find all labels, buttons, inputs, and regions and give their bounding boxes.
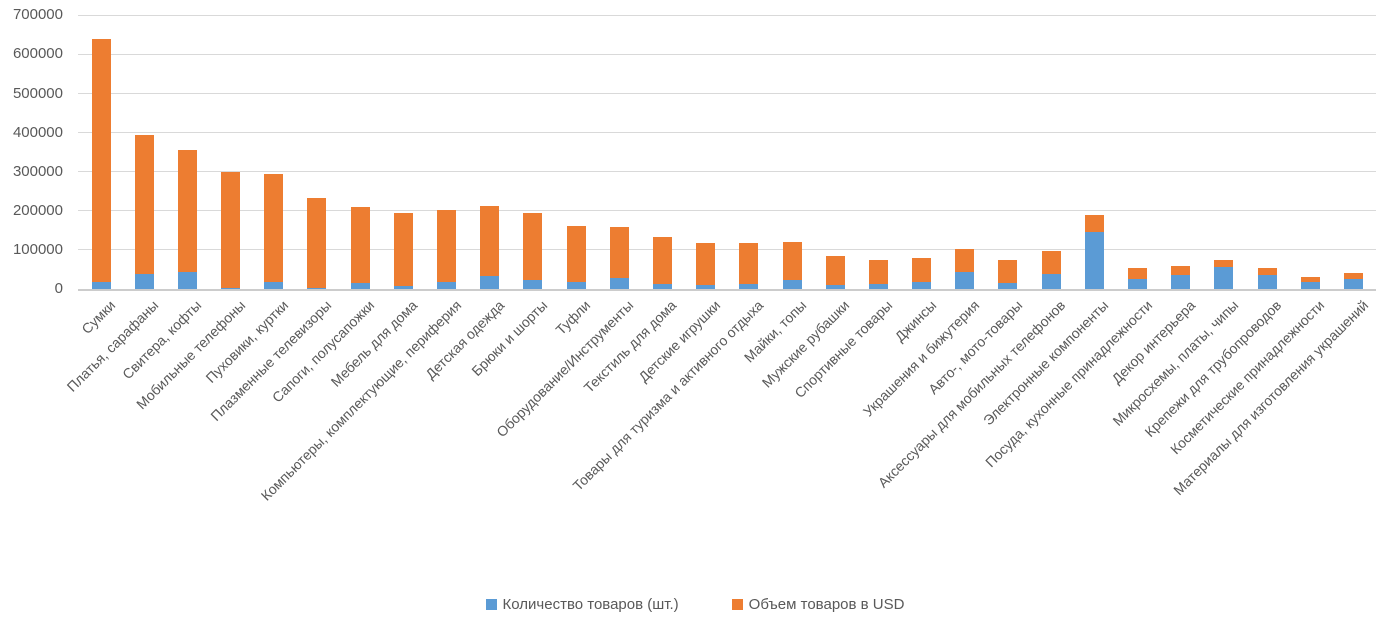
bar-segment-count[interactable] (696, 284, 716, 289)
legend: Количество товаров (шт.) Объем товаров в … (0, 596, 1390, 613)
bar-segment-usd[interactable] (868, 260, 888, 285)
bar-segment-usd[interactable] (307, 197, 327, 289)
bar-segment-usd[interactable] (177, 150, 197, 273)
legend-item-label: Объем товаров в USD (748, 596, 905, 613)
gridline (78, 132, 1376, 134)
legend-color-swatch (485, 599, 497, 610)
bar-segment-usd[interactable] (523, 212, 543, 280)
gridline (78, 14, 1376, 16)
gridline (78, 210, 1376, 212)
y-axis-tick-label: 0 (54, 280, 63, 297)
y-axis-tick-label: 100000 (12, 240, 63, 258)
bar-segment-usd[interactable] (825, 255, 845, 286)
y-axis-tick-label: 600000 (12, 45, 63, 63)
bar-segment-usd[interactable] (566, 226, 586, 282)
bar-segment-count[interactable] (825, 285, 845, 289)
bar-segment-usd[interactable] (1041, 251, 1061, 275)
bar-segment-count[interactable] (1257, 275, 1277, 289)
bar-segment-count[interactable] (1300, 282, 1320, 289)
gridline (78, 249, 1376, 251)
bar-segment-count[interactable] (480, 275, 500, 289)
gridline (78, 93, 1376, 94)
bar-segment-usd[interactable] (1257, 268, 1277, 276)
bar-segment-usd[interactable] (739, 242, 759, 284)
bar-segment-usd[interactable] (1214, 259, 1234, 268)
bar-segment-count[interactable] (393, 286, 413, 289)
y-axis-tick-label: 700000 (12, 6, 63, 24)
bar-segment-count[interactable] (437, 281, 457, 289)
bar-segment-count[interactable] (739, 283, 759, 289)
bar-segment-count[interactable] (264, 281, 284, 289)
bar-segment-count[interactable] (1344, 279, 1363, 289)
bar-segment-usd[interactable] (1171, 265, 1191, 276)
bar-segment-count[interactable] (955, 272, 975, 289)
x-axis-category-label: Сумки (78, 297, 119, 337)
gridline (78, 171, 1376, 173)
bar-segment-count[interactable] (134, 274, 154, 289)
bar-segment-count[interactable] (1084, 232, 1104, 289)
gridline (78, 53, 1376, 55)
bar-segment-usd[interactable] (1128, 267, 1148, 279)
legend-color-swatch (731, 599, 743, 610)
bar-segment-count[interactable] (998, 282, 1018, 289)
legend-item-count[interactable]: Количество товаров (шт.) (485, 596, 679, 613)
bar-segment-count[interactable] (609, 277, 629, 289)
bar-segment-count[interactable] (652, 283, 672, 289)
bar-segment-usd[interactable] (91, 38, 111, 282)
bar-segment-usd[interactable] (221, 171, 241, 289)
bar-segment-count[interactable] (177, 272, 197, 289)
bar-segment-usd[interactable] (350, 206, 370, 283)
bar-segment-usd[interactable] (480, 206, 500, 276)
bar-segment-usd[interactable] (782, 241, 802, 280)
bar-segment-usd[interactable] (393, 212, 413, 287)
bar-segment-usd[interactable] (696, 242, 716, 285)
bar-segment-usd[interactable] (652, 236, 672, 284)
bar-segment-count[interactable] (1171, 275, 1191, 289)
bar-segment-usd[interactable] (609, 227, 629, 278)
bar-segment-usd[interactable] (912, 258, 932, 282)
bar-segment-usd[interactable] (1344, 273, 1363, 280)
y-axis-tick-label: 500000 (12, 84, 63, 102)
bar-segment-usd[interactable] (1084, 214, 1104, 233)
legend-item-label: Количество товаров (шт.) (502, 596, 679, 613)
bar-segment-usd[interactable] (437, 210, 457, 282)
x-axis-line (78, 288, 1376, 291)
bar-segment-count[interactable] (1128, 278, 1148, 289)
bar-segment-usd[interactable] (1300, 276, 1320, 283)
bar-segment-usd[interactable] (134, 135, 154, 275)
bar-segment-count[interactable] (782, 279, 802, 289)
bar-segment-usd[interactable] (998, 260, 1018, 283)
bar-segment-count[interactable] (1041, 274, 1061, 289)
legend-item-usd[interactable]: Объем товаров в USD (731, 596, 905, 613)
bar-segment-usd[interactable] (955, 249, 975, 273)
bar-segment-count[interactable] (91, 281, 111, 289)
bar-segment-usd[interactable] (264, 173, 284, 282)
bar-segment-count[interactable] (566, 281, 586, 289)
bar-segment-count[interactable] (523, 280, 543, 289)
bar-segment-count[interactable] (1214, 267, 1234, 289)
bar-segment-count[interactable] (868, 284, 888, 289)
bar-segment-count[interactable] (350, 282, 370, 289)
y-axis-tick-label: 300000 (12, 162, 63, 180)
y-axis-tick-label: 200000 (12, 201, 63, 219)
y-axis-tick-label: 400000 (12, 123, 63, 141)
bar-segment-count[interactable] (912, 281, 932, 289)
